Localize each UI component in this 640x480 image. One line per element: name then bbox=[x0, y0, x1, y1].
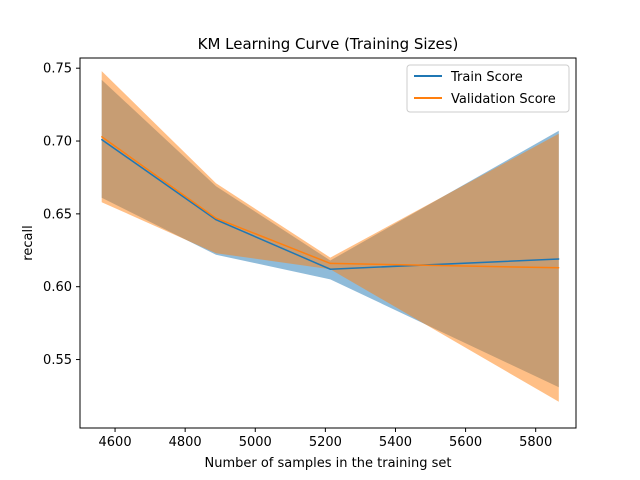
confidence-band-validation bbox=[101, 71, 559, 402]
data-point-validation bbox=[101, 136, 103, 138]
series-line-validation bbox=[101, 136, 559, 269]
data-point-train bbox=[101, 139, 103, 141]
data-point-train bbox=[215, 219, 217, 221]
legend: Train Score Validation Score bbox=[406, 64, 570, 113]
y-axis-ticks: 0.55 0.60 0.65 0.70 0.75 bbox=[43, 62, 80, 368]
x-axis-ticks: 4600 4800 5000 5200 5400 5600 5800 bbox=[99, 428, 552, 450]
x-tick-label: 5200 bbox=[309, 435, 342, 450]
series-lines bbox=[101, 136, 560, 270]
y-axis-label: recall bbox=[21, 225, 36, 260]
legend-label-train: Train Score bbox=[450, 70, 523, 85]
confidence-bands bbox=[101, 71, 559, 402]
x-tick-label: 5800 bbox=[519, 435, 552, 450]
legend-box bbox=[406, 64, 570, 113]
x-tick-label: 5600 bbox=[449, 435, 482, 450]
chart-title: KM Learning Curve (Training Sizes) bbox=[198, 35, 459, 53]
y-tick-label: 0.55 bbox=[43, 353, 72, 368]
legend-label-validation: Validation Score bbox=[451, 92, 556, 107]
y-tick-label: 0.60 bbox=[43, 280, 72, 295]
x-tick-label: 4800 bbox=[169, 435, 202, 450]
plot-frame bbox=[79, 57, 577, 429]
data-point-validation bbox=[558, 267, 560, 269]
y-tick-label: 0.65 bbox=[43, 207, 72, 222]
series-line-train bbox=[101, 138, 559, 270]
x-axis-label: Number of samples in the training set bbox=[205, 456, 452, 471]
data-point-train bbox=[329, 268, 331, 270]
x-tick-label: 5400 bbox=[379, 435, 412, 450]
data-point-train bbox=[558, 258, 560, 260]
data-point-validation bbox=[215, 217, 217, 219]
x-tick-label: 5000 bbox=[239, 435, 272, 450]
y-tick-label: 0.75 bbox=[43, 62, 72, 77]
data-point-validation bbox=[329, 262, 331, 264]
x-tick-label: 4600 bbox=[99, 435, 132, 450]
y-tick-label: 0.70 bbox=[43, 135, 72, 150]
